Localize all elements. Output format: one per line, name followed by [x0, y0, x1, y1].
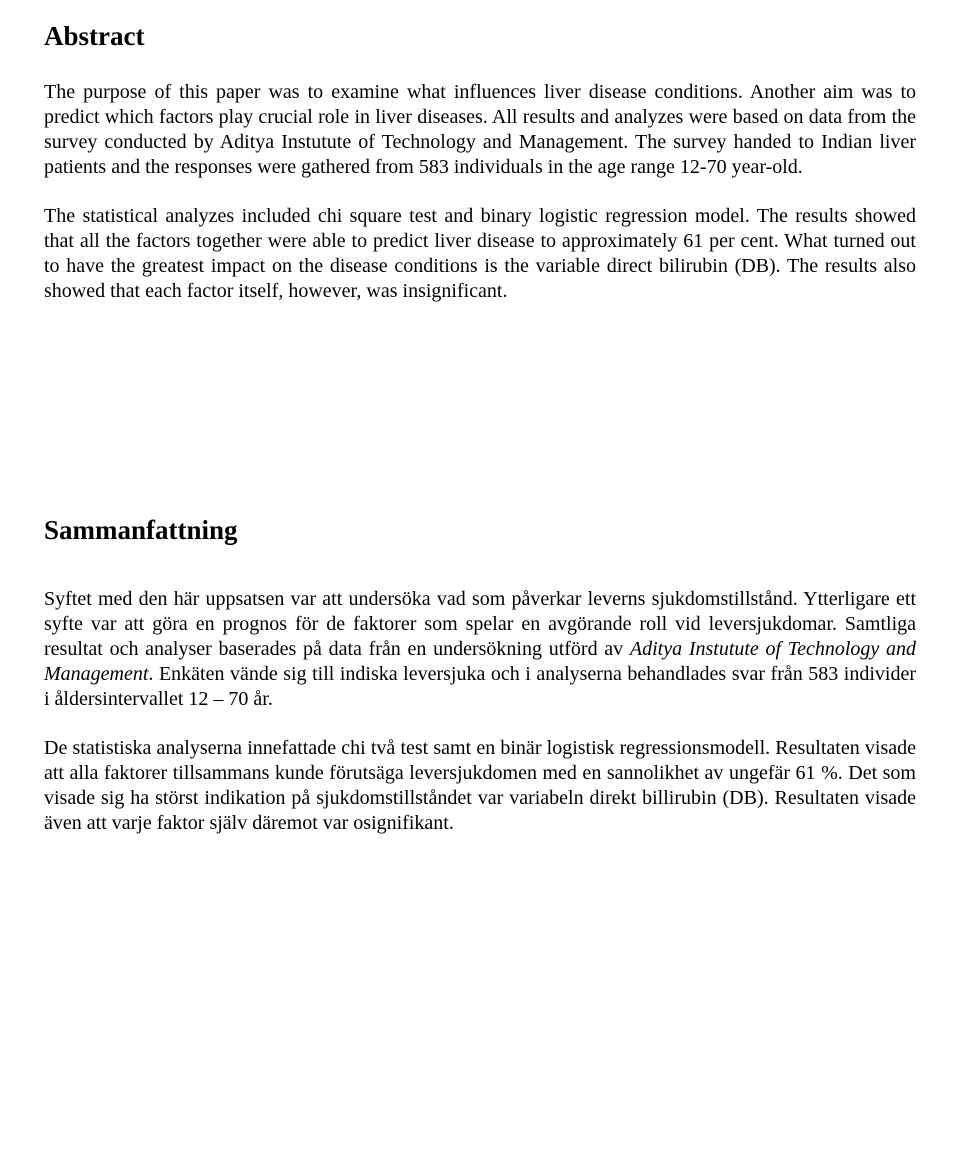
sammanfattning-paragraph-2: De statistiska analyserna innefattade ch… [44, 736, 916, 836]
abstract-paragraph-1: The purpose of this paper was to examine… [44, 80, 916, 180]
sammanfattning-heading: Sammanfattning [44, 514, 916, 546]
sammanfattning-paragraph-1: Syftet med den här uppsatsen var att und… [44, 587, 916, 712]
sammanfattning-para1-post: . Enkäten vände sig till indiska leversj… [44, 663, 916, 710]
abstract-heading: Abstract [44, 20, 916, 52]
abstract-paragraph-2: The statistical analyzes included chi sq… [44, 204, 916, 304]
